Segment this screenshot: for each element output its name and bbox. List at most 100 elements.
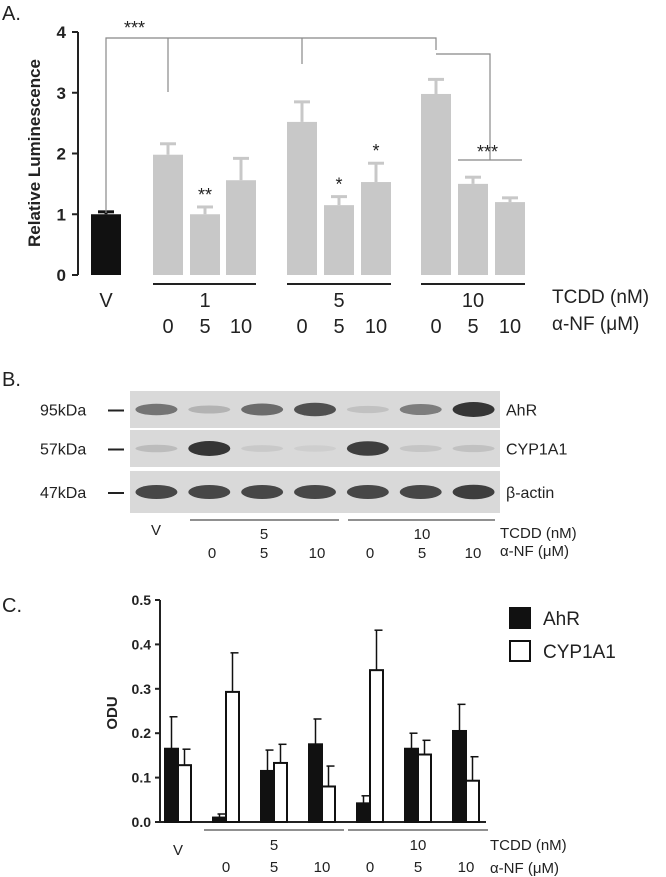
panel-c-bar-ahr — [452, 729, 467, 823]
blot-row: 57kDa CYP1A1 — [40, 430, 567, 467]
panel-c-anf-value: 10 — [314, 859, 331, 876]
blot-row: 95kDa AhR — [40, 391, 537, 428]
panel-c-anf-value: 0 — [366, 859, 374, 876]
blot-band — [399, 404, 442, 415]
blot-marker-label: 47kDa — [40, 485, 86, 502]
panel-c-bar-cyp1a1 — [369, 669, 384, 823]
panel-a-sig-bracket-top — [105, 37, 437, 213]
blot-band — [188, 405, 231, 414]
panel-c-x-v-label: V — [173, 842, 183, 859]
panel-a-bar — [153, 154, 183, 275]
blot-row-label: CYP1A1 — [506, 442, 567, 459]
panel-a-anf-label: α-NF (μM) — [552, 314, 639, 335]
panel-a-tcdd-value: 5 — [333, 290, 344, 312]
panel-c-bar-cyp1a1 — [321, 785, 336, 823]
panel-a-bar — [190, 214, 220, 275]
panel-c-bar-cyp1a1 — [225, 690, 240, 824]
panel-a-bar — [287, 121, 317, 275]
panel-c-anf-label: α-NF (μM) — [490, 860, 559, 877]
panel-a-ylabel: Relative Luminescence — [25, 59, 44, 247]
panel-c-ytick-label: 0.0 — [132, 814, 152, 830]
panel-a-bar — [226, 180, 256, 275]
panel-a-tcdd-label: TCDD (nM) — [552, 287, 649, 308]
panel-c-anf-value: 5 — [414, 859, 422, 876]
blot-marker-label: 57kDa — [40, 442, 86, 459]
panel-a-ytick-label: 3 — [57, 84, 66, 103]
blot-anf-value: 5 — [418, 545, 426, 562]
panel-c-bar-cyp1a1 — [417, 753, 432, 824]
blot-anf-value: 10 — [465, 545, 482, 562]
panel-a-bar — [324, 205, 354, 275]
panel-c-anf-value: 10 — [458, 859, 475, 876]
panel-c-bar-ahr — [356, 802, 371, 823]
panel-b-western-blot: 95kDa AhR 57kDa CYP1A1 47kDa β-actin V 5 0 5 10 1… — [40, 391, 577, 562]
panel-a-bar — [495, 202, 525, 275]
blot-band — [241, 403, 284, 416]
panel-c-anf-value: 5 — [270, 859, 278, 876]
panel-a-anf-value: 0 — [430, 316, 441, 338]
blot-band — [135, 403, 178, 416]
panel-c-anf-value: 0 — [222, 859, 230, 876]
blot-band — [399, 445, 442, 452]
panel-a-bar — [91, 214, 121, 275]
blot-row-label: AhR — [506, 403, 537, 420]
panel-c-ytick-label: 0.5 — [132, 592, 152, 608]
panel-a-sig-top: *** — [124, 18, 145, 38]
panel-c-tcdd-value: 10 — [410, 837, 427, 854]
panel-a-tcdd-value: 1 — [199, 290, 210, 312]
panel-a-label: A. — [2, 3, 21, 25]
panel-a-sig-label: ** — [198, 185, 212, 205]
blot-band — [452, 484, 495, 500]
blot-anf-value: 0 — [208, 545, 216, 562]
blot-band — [135, 444, 178, 453]
panel-a-anf-value: 5 — [333, 316, 344, 338]
blot-band — [346, 405, 389, 414]
blot-band — [294, 402, 336, 417]
panel-a-sig-bracket-right — [436, 53, 491, 160]
panel-a-anf-value: 10 — [499, 316, 521, 338]
blot-row-label: β-actin — [506, 485, 554, 502]
blot-band — [452, 402, 495, 417]
panel-a-sig-label: * — [372, 141, 379, 161]
blot-band — [294, 485, 336, 499]
panel-c-ytick-label: 0.2 — [132, 725, 152, 741]
panel-a-anf-value: 5 — [467, 316, 478, 338]
blot-marker-label: 95kDa — [40, 403, 86, 420]
panel-c-tcdd-value: 5 — [270, 837, 278, 854]
panel-a-tcdd-value: 10 — [462, 290, 484, 312]
blot-band — [399, 485, 442, 499]
panel-a-bar — [361, 182, 391, 275]
panel-a-ytick-label: 1 — [57, 205, 66, 224]
panel-a-bar — [421, 93, 451, 275]
panel-a-sig-right: *** — [477, 142, 498, 162]
panel-c-tcdd-label: TCDD (nM) — [490, 837, 567, 854]
blot-band — [188, 485, 231, 499]
blot-band — [346, 485, 389, 499]
legend-swatch — [509, 640, 531, 662]
blot-anf-value: 5 — [260, 545, 268, 562]
blot-anf-value: 0 — [366, 545, 374, 562]
panel-c-ytick-label: 0.3 — [132, 681, 152, 697]
blot-band — [241, 445, 284, 452]
blot-anf-value: 10 — [309, 545, 326, 562]
panel-a-sig-label: * — [335, 175, 342, 195]
panel-c-chart: ODU 0.0 0.1 0.2 0.3 0.4 0.5 AhR CYP1A1 V 5 0 5 10… — [104, 592, 616, 877]
panel-c-bar-ahr — [260, 769, 275, 824]
blot-band — [241, 485, 284, 499]
blot-band — [135, 485, 178, 499]
blot-band — [346, 441, 389, 456]
panel-b-anf-label: α-NF (μM) — [500, 543, 569, 560]
blot-band — [188, 441, 231, 456]
blot-band — [452, 444, 495, 453]
panel-c-ytick-label: 0.1 — [132, 770, 152, 786]
panel-c-bar-cyp1a1 — [273, 761, 288, 823]
legend-label: AhR — [543, 609, 580, 630]
panel-a-ytick-label: 4 — [57, 23, 67, 42]
blot-tcdd-value: 10 — [414, 526, 431, 543]
panel-a-anf-value: 10 — [365, 316, 387, 338]
blot-band — [294, 445, 336, 452]
blot-row: 47kDa β-actin — [40, 471, 554, 513]
panel-c-label: C. — [2, 595, 22, 617]
panel-b-tcdd-label: TCDD (nM) — [500, 525, 577, 542]
